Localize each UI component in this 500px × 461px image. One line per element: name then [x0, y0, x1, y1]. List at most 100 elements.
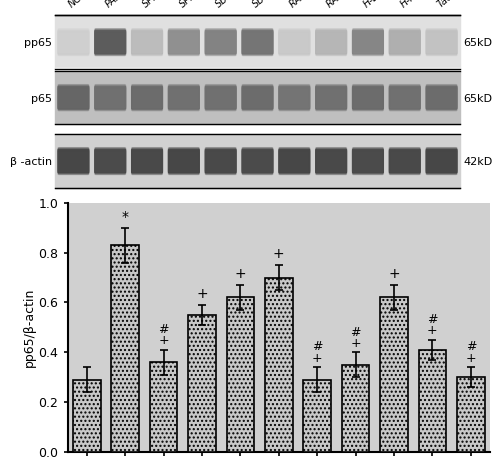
FancyBboxPatch shape: [206, 32, 236, 55]
Text: NC: NC: [67, 0, 84, 10]
FancyBboxPatch shape: [352, 148, 384, 171]
FancyBboxPatch shape: [132, 149, 162, 173]
Text: #: #: [158, 323, 169, 336]
Bar: [55, 134, 460, 189]
FancyBboxPatch shape: [242, 149, 273, 173]
FancyBboxPatch shape: [95, 149, 126, 173]
FancyBboxPatch shape: [168, 29, 199, 53]
Text: SPE-L: SPE-L: [140, 0, 168, 10]
FancyBboxPatch shape: [58, 85, 89, 107]
FancyBboxPatch shape: [316, 149, 346, 173]
FancyBboxPatch shape: [352, 29, 384, 53]
Text: +: +: [234, 267, 246, 281]
Text: +: +: [196, 287, 207, 301]
FancyBboxPatch shape: [132, 29, 162, 53]
FancyBboxPatch shape: [352, 32, 384, 55]
FancyBboxPatch shape: [168, 85, 199, 107]
FancyBboxPatch shape: [242, 85, 273, 107]
Bar: [112, 245, 139, 452]
Text: PAN: PAN: [104, 0, 125, 10]
Text: +: +: [273, 248, 284, 261]
FancyBboxPatch shape: [390, 86, 420, 109]
FancyBboxPatch shape: [58, 30, 89, 54]
FancyBboxPatch shape: [206, 30, 236, 54]
FancyBboxPatch shape: [316, 148, 346, 171]
FancyBboxPatch shape: [390, 148, 420, 171]
FancyBboxPatch shape: [95, 85, 126, 107]
FancyBboxPatch shape: [279, 30, 310, 54]
FancyBboxPatch shape: [58, 148, 89, 171]
FancyBboxPatch shape: [206, 29, 236, 53]
FancyBboxPatch shape: [168, 86, 199, 109]
FancyBboxPatch shape: [206, 86, 236, 109]
Text: p65: p65: [31, 94, 52, 104]
Text: #: #: [312, 341, 322, 354]
Bar: [55, 71, 460, 124]
Text: 65kD: 65kD: [463, 38, 492, 47]
FancyBboxPatch shape: [58, 29, 89, 53]
FancyBboxPatch shape: [95, 148, 126, 171]
FancyBboxPatch shape: [426, 148, 457, 171]
FancyBboxPatch shape: [58, 86, 89, 109]
FancyBboxPatch shape: [352, 151, 384, 174]
FancyBboxPatch shape: [390, 32, 420, 55]
FancyBboxPatch shape: [168, 30, 199, 54]
FancyBboxPatch shape: [426, 149, 457, 173]
FancyBboxPatch shape: [168, 88, 199, 111]
FancyBboxPatch shape: [316, 32, 346, 55]
FancyBboxPatch shape: [132, 86, 162, 109]
FancyBboxPatch shape: [242, 30, 273, 54]
Text: 42kD: 42kD: [463, 157, 492, 166]
FancyBboxPatch shape: [426, 85, 457, 107]
FancyBboxPatch shape: [95, 29, 126, 53]
FancyBboxPatch shape: [279, 29, 310, 53]
FancyBboxPatch shape: [132, 30, 162, 54]
Bar: [457, 377, 484, 452]
Text: H-L: H-L: [362, 0, 380, 10]
Text: +: +: [427, 324, 438, 337]
FancyBboxPatch shape: [168, 148, 199, 171]
FancyBboxPatch shape: [58, 151, 89, 174]
FancyBboxPatch shape: [352, 30, 384, 54]
FancyBboxPatch shape: [58, 32, 89, 55]
Text: #: #: [466, 341, 476, 354]
FancyBboxPatch shape: [279, 86, 310, 109]
Bar: [188, 315, 216, 452]
Bar: [73, 379, 101, 452]
FancyBboxPatch shape: [132, 32, 162, 55]
Text: #: #: [350, 325, 361, 338]
FancyBboxPatch shape: [206, 85, 236, 107]
FancyBboxPatch shape: [168, 32, 199, 55]
FancyBboxPatch shape: [168, 151, 199, 174]
Text: Tac: Tac: [435, 0, 454, 10]
FancyBboxPatch shape: [206, 149, 236, 173]
Bar: [55, 15, 460, 189]
FancyBboxPatch shape: [316, 86, 346, 109]
FancyBboxPatch shape: [242, 32, 273, 55]
FancyBboxPatch shape: [352, 85, 384, 107]
FancyBboxPatch shape: [279, 88, 310, 111]
FancyBboxPatch shape: [390, 88, 420, 111]
FancyBboxPatch shape: [95, 86, 126, 109]
Bar: [418, 350, 446, 452]
Text: *: *: [122, 210, 128, 224]
FancyBboxPatch shape: [279, 151, 310, 174]
Bar: [265, 278, 292, 452]
Bar: [304, 379, 331, 452]
Text: SPE-H: SPE-H: [178, 0, 206, 10]
FancyBboxPatch shape: [95, 88, 126, 111]
FancyBboxPatch shape: [132, 88, 162, 111]
FancyBboxPatch shape: [352, 88, 384, 111]
FancyBboxPatch shape: [279, 148, 310, 171]
FancyBboxPatch shape: [426, 151, 457, 174]
FancyBboxPatch shape: [316, 88, 346, 111]
Text: +: +: [312, 352, 322, 365]
FancyBboxPatch shape: [58, 88, 89, 111]
Text: SB-H: SB-H: [251, 0, 276, 10]
FancyBboxPatch shape: [242, 148, 273, 171]
FancyBboxPatch shape: [390, 149, 420, 173]
FancyBboxPatch shape: [426, 29, 457, 53]
FancyBboxPatch shape: [352, 149, 384, 173]
FancyBboxPatch shape: [95, 32, 126, 55]
Bar: [380, 297, 408, 452]
